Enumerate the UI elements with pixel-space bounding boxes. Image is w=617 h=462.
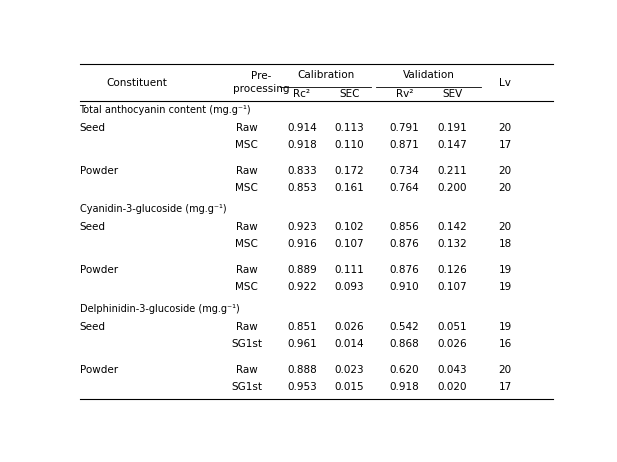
Text: Raw: Raw bbox=[236, 222, 258, 232]
Text: 0.051: 0.051 bbox=[437, 322, 467, 332]
Text: MSC: MSC bbox=[236, 140, 259, 150]
Text: Cyanidin-3-glucoside (mg.g⁻¹): Cyanidin-3-glucoside (mg.g⁻¹) bbox=[80, 205, 226, 214]
Text: 0.107: 0.107 bbox=[437, 282, 467, 292]
Text: 0.113: 0.113 bbox=[335, 123, 365, 133]
Text: Powder: Powder bbox=[80, 166, 118, 176]
Text: Rv²: Rv² bbox=[396, 89, 413, 99]
Text: MSC: MSC bbox=[236, 282, 259, 292]
Text: 0.734: 0.734 bbox=[390, 166, 420, 176]
Text: Delphinidin-3-glucoside (mg.g⁻¹): Delphinidin-3-glucoside (mg.g⁻¹) bbox=[80, 304, 239, 314]
Text: SEC: SEC bbox=[339, 89, 360, 99]
Text: 0.620: 0.620 bbox=[390, 365, 420, 375]
Text: 0.871: 0.871 bbox=[390, 140, 420, 150]
Text: 0.211: 0.211 bbox=[437, 166, 467, 176]
Text: 0.020: 0.020 bbox=[437, 382, 467, 392]
Text: 0.918: 0.918 bbox=[390, 382, 420, 392]
Text: Powder: Powder bbox=[80, 265, 118, 275]
Text: SEV: SEV bbox=[442, 89, 463, 99]
Text: Rc²: Rc² bbox=[293, 89, 310, 99]
Text: 19: 19 bbox=[499, 265, 511, 275]
Text: Seed: Seed bbox=[80, 222, 106, 232]
Text: 0.014: 0.014 bbox=[335, 339, 365, 349]
Text: 0.791: 0.791 bbox=[390, 123, 420, 133]
Text: 0.916: 0.916 bbox=[287, 239, 317, 249]
Text: 0.132: 0.132 bbox=[437, 239, 467, 249]
Text: 0.923: 0.923 bbox=[287, 222, 317, 232]
Text: Constituent: Constituent bbox=[107, 78, 167, 88]
Text: 0.764: 0.764 bbox=[390, 183, 420, 193]
Text: 19: 19 bbox=[499, 282, 511, 292]
Text: 0.111: 0.111 bbox=[335, 265, 365, 275]
Text: 0.961: 0.961 bbox=[287, 339, 317, 349]
Text: MSC: MSC bbox=[236, 183, 259, 193]
Text: 0.172: 0.172 bbox=[335, 166, 365, 176]
Text: 18: 18 bbox=[499, 239, 511, 249]
Text: 0.856: 0.856 bbox=[390, 222, 420, 232]
Text: 16: 16 bbox=[499, 339, 511, 349]
Text: Raw: Raw bbox=[236, 365, 258, 375]
Text: 0.191: 0.191 bbox=[437, 123, 467, 133]
Text: Powder: Powder bbox=[80, 365, 118, 375]
Text: Total anthocyanin content (mg.g⁻¹): Total anthocyanin content (mg.g⁻¹) bbox=[80, 105, 251, 115]
Text: 0.542: 0.542 bbox=[390, 322, 420, 332]
Text: 19: 19 bbox=[499, 322, 511, 332]
Text: 17: 17 bbox=[499, 140, 511, 150]
Text: Lv: Lv bbox=[499, 78, 511, 88]
Text: 0.853: 0.853 bbox=[287, 183, 317, 193]
Text: 20: 20 bbox=[499, 222, 511, 232]
Text: Seed: Seed bbox=[80, 123, 106, 133]
Text: 0.910: 0.910 bbox=[390, 282, 420, 292]
Text: 0.200: 0.200 bbox=[437, 183, 467, 193]
Text: 20: 20 bbox=[499, 166, 511, 176]
Text: Raw: Raw bbox=[236, 123, 258, 133]
Text: 0.107: 0.107 bbox=[335, 239, 365, 249]
Text: MSC: MSC bbox=[236, 239, 259, 249]
Text: 0.093: 0.093 bbox=[335, 282, 365, 292]
Text: 20: 20 bbox=[499, 123, 511, 133]
Text: 0.026: 0.026 bbox=[335, 322, 365, 332]
Text: 0.833: 0.833 bbox=[287, 166, 317, 176]
Text: Calibration: Calibration bbox=[297, 70, 354, 80]
Text: 0.161: 0.161 bbox=[335, 183, 365, 193]
Text: 0.851: 0.851 bbox=[287, 322, 317, 332]
Text: Raw: Raw bbox=[236, 265, 258, 275]
Text: 0.953: 0.953 bbox=[287, 382, 317, 392]
Text: Seed: Seed bbox=[80, 322, 106, 332]
Text: 0.914: 0.914 bbox=[287, 123, 317, 133]
Text: 0.015: 0.015 bbox=[335, 382, 365, 392]
Text: 0.023: 0.023 bbox=[335, 365, 365, 375]
Text: 0.922: 0.922 bbox=[287, 282, 317, 292]
Text: 20: 20 bbox=[499, 365, 511, 375]
Text: 0.043: 0.043 bbox=[437, 365, 467, 375]
Text: 0.876: 0.876 bbox=[390, 265, 420, 275]
Text: Pre-
processing: Pre- processing bbox=[233, 72, 289, 94]
Text: 0.889: 0.889 bbox=[287, 265, 317, 275]
Text: 0.868: 0.868 bbox=[390, 339, 420, 349]
Text: 0.888: 0.888 bbox=[287, 365, 317, 375]
Text: 0.142: 0.142 bbox=[437, 222, 467, 232]
Text: Raw: Raw bbox=[236, 322, 258, 332]
Text: SG1st: SG1st bbox=[231, 339, 262, 349]
Text: Raw: Raw bbox=[236, 166, 258, 176]
Text: 17: 17 bbox=[499, 382, 511, 392]
Text: 0.126: 0.126 bbox=[437, 265, 467, 275]
Text: 0.026: 0.026 bbox=[437, 339, 467, 349]
Text: 0.147: 0.147 bbox=[437, 140, 467, 150]
Text: 0.102: 0.102 bbox=[335, 222, 365, 232]
Text: 0.110: 0.110 bbox=[335, 140, 365, 150]
Text: SG1st: SG1st bbox=[231, 382, 262, 392]
Text: Validation: Validation bbox=[403, 70, 455, 80]
Text: 20: 20 bbox=[499, 183, 511, 193]
Text: 0.876: 0.876 bbox=[390, 239, 420, 249]
Text: 0.918: 0.918 bbox=[287, 140, 317, 150]
